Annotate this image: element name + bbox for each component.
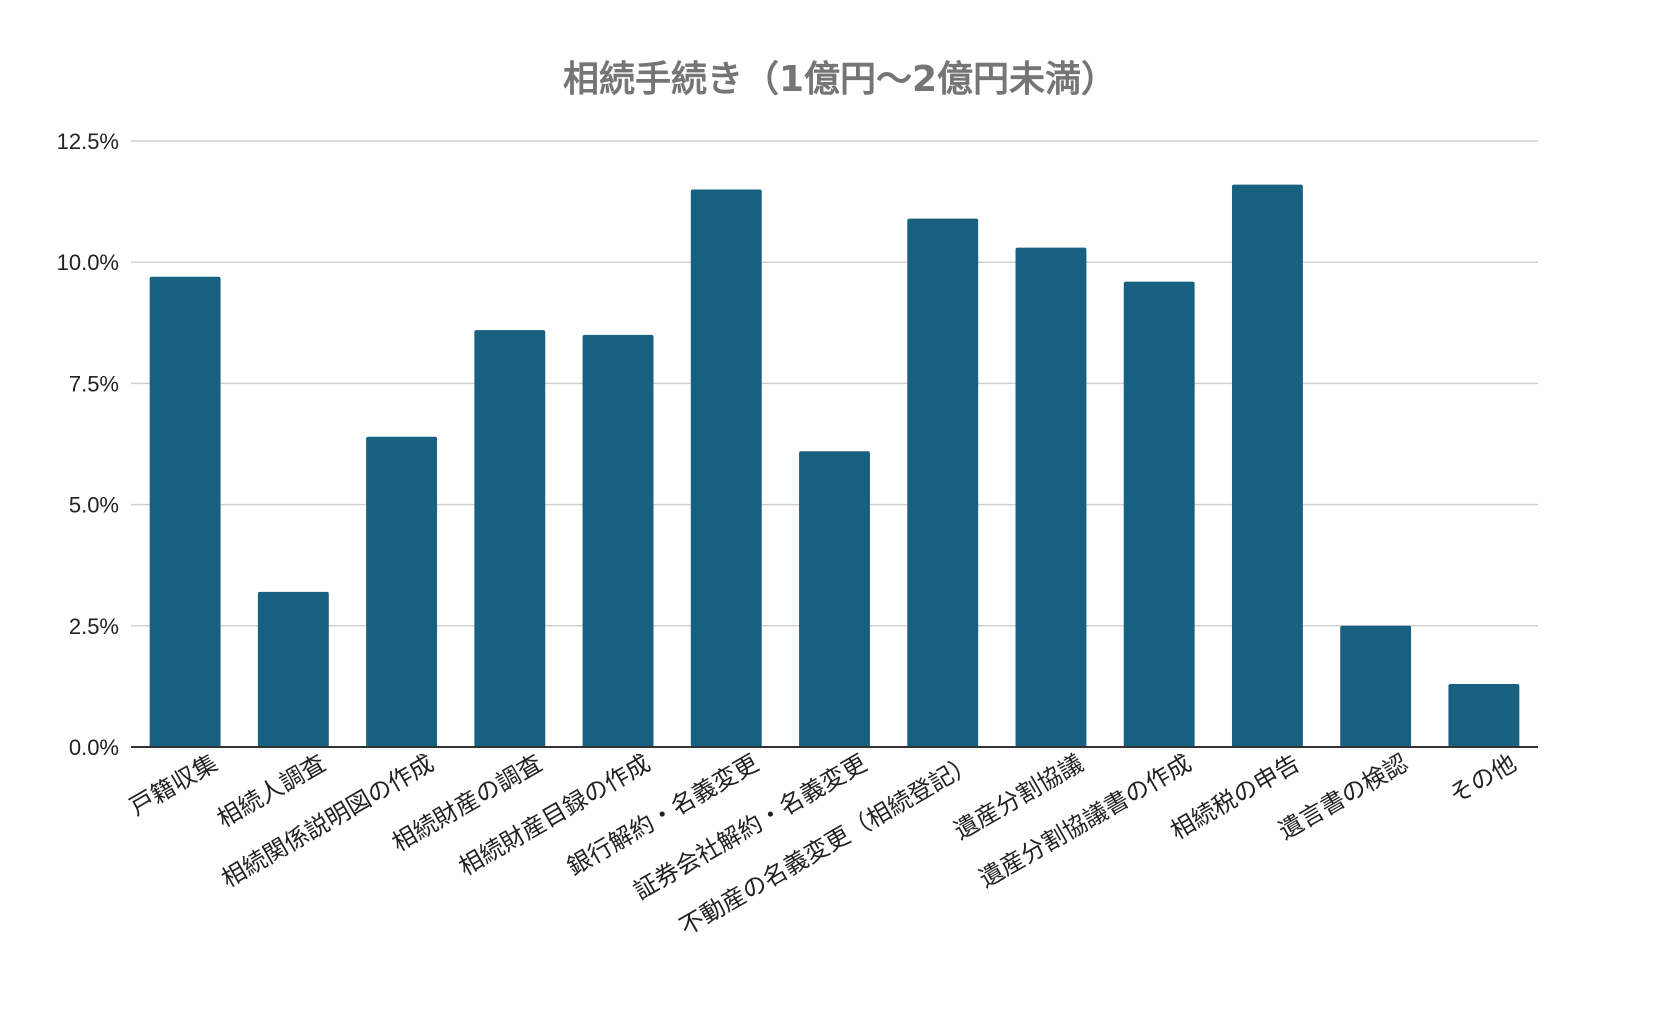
bar xyxy=(799,451,870,747)
bar xyxy=(366,436,438,747)
y-tick-label: 7.5% xyxy=(69,371,119,396)
bar xyxy=(474,330,546,747)
bar xyxy=(1448,683,1520,747)
y-tick-label: 10.0% xyxy=(57,250,119,275)
bar xyxy=(1231,184,1303,747)
y-tick-label: 5.0% xyxy=(69,493,119,518)
x-category-label: その他 xyxy=(1445,749,1521,809)
x-category-label: 相続財産目録の作成 xyxy=(454,749,655,881)
y-tick-label: 12.5% xyxy=(57,129,119,154)
bar xyxy=(1015,247,1087,747)
bar xyxy=(582,334,654,747)
bar xyxy=(149,276,221,747)
bars xyxy=(149,184,1520,748)
gridlines xyxy=(131,140,1538,627)
bar xyxy=(257,591,329,747)
bar xyxy=(690,189,762,748)
chart-title: 相続手続き（1億円～2億円未満） xyxy=(563,59,1117,100)
x-axis-labels: 戸籍収集相続人調査相続関係説明図の作成相続財産の調査相続財産目録の作成銀行解約・… xyxy=(125,749,1521,941)
bar xyxy=(1340,625,1412,747)
bar xyxy=(1123,281,1195,747)
y-tick-label: 0.0% xyxy=(69,735,119,760)
bar xyxy=(907,218,979,747)
x-category-label: 戸籍収集 xyxy=(125,749,222,821)
y-tick-label: 2.5% xyxy=(69,614,119,639)
y-axis-ticks: 0.0% 2.5% 5.0% 7.5% 10.0% 12.5% xyxy=(57,129,119,760)
